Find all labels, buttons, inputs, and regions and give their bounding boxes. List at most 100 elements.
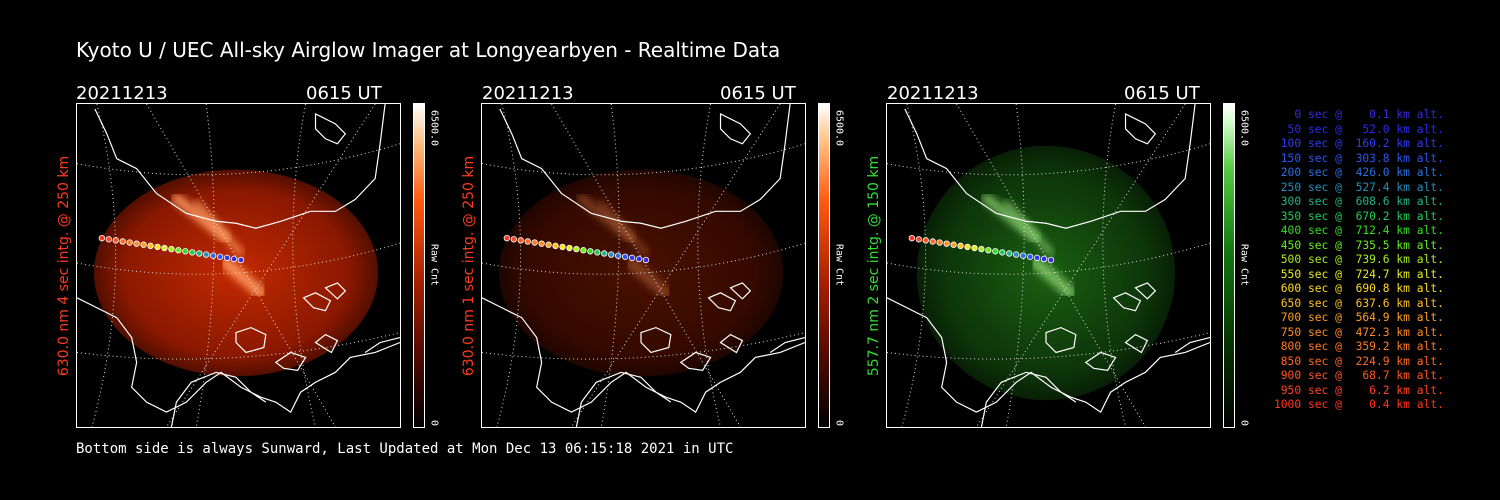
- trajectory-point: [196, 250, 203, 257]
- coastline: [94, 104, 386, 229]
- legend-entry: 300 sec @ 608.6 km alt.: [1273, 195, 1444, 208]
- panel-2-time: 0615 UT: [720, 83, 796, 104]
- trajectory-point: [126, 239, 133, 246]
- legend-entry: 800 sec @ 359.2 km alt.: [1273, 340, 1444, 353]
- trajectory-point: [580, 247, 587, 254]
- trajectory-point: [957, 242, 964, 250]
- trajectory-point: [98, 234, 106, 242]
- panel-1-cbar-min: 0: [428, 419, 440, 427]
- trajectory-point: [182, 248, 189, 255]
- trajectory-legend: 0 sec @ 0.1 km alt. 50 sec @ 52.0 km alt…: [1256, 108, 1444, 413]
- coastline: [1084, 351, 1117, 371]
- panel-3-date: 20211213: [887, 83, 979, 104]
- trajectory-point: [223, 254, 231, 262]
- legend-entry: 550 sec @ 724.7 km alt.: [1273, 267, 1444, 281]
- coastline: [499, 104, 791, 229]
- legend-entry: 950 sec @ 6.2 km alt.: [1273, 383, 1444, 397]
- panel-3-colorbar: [1223, 103, 1235, 428]
- trajectory-point: [587, 248, 594, 255]
- trajectory-point: [237, 256, 245, 264]
- trajectory-point: [936, 239, 943, 246]
- footer-note: Bottom side is always Sunward, Last Upda…: [76, 441, 734, 457]
- trajectory-point: [216, 253, 224, 260]
- coastline: [1174, 336, 1210, 353]
- legend-entry: 350 sec @ 670.2 km alt.: [1273, 209, 1444, 223]
- panel-1-image: [76, 103, 401, 428]
- page-title: Kyoto U / UEC All-sky Airglow Imager at …: [76, 38, 781, 62]
- trajectory-point: [1013, 251, 1020, 258]
- trajectory-point: [105, 236, 112, 243]
- coastline: [1112, 292, 1142, 312]
- legend-entry: 500 sec @ 739.6 km alt.: [1273, 253, 1444, 266]
- trajectory-point: [112, 237, 119, 244]
- trajectory-point: [971, 244, 978, 252]
- trajectory-point: [147, 242, 154, 250]
- trajectory-point: [922, 237, 929, 244]
- trajectory-point: [1026, 253, 1034, 260]
- trajectory-point: [538, 240, 545, 247]
- lat-lon-gridline: [901, 104, 927, 427]
- coastline: [1134, 282, 1157, 300]
- trajectory-point: [985, 247, 992, 254]
- trajectory-point: [1040, 255, 1048, 263]
- trajectory-point: [1019, 252, 1027, 259]
- trajectory-point: [908, 234, 916, 242]
- coastline: [640, 326, 672, 354]
- trajectory-point: [545, 241, 552, 248]
- trajectory-point: [929, 238, 936, 245]
- panel-2-cbar-max: 6500.0: [833, 109, 845, 147]
- panel-1-colorbar: [413, 103, 425, 428]
- legend-entry: 650 sec @ 637.6 km alt.: [1273, 296, 1444, 310]
- trajectory-point: [915, 236, 922, 243]
- panel-1-date: 20211213: [76, 83, 168, 104]
- panel-2-ylabel: 630.0 nm 1 sec intg. @ 250 km: [461, 155, 477, 377]
- panel-2-cbar-min: 0: [833, 419, 845, 427]
- coastline: [679, 351, 712, 371]
- trajectory-point: [978, 245, 985, 253]
- panel-1-cbar-unit: Raw Cnt: [428, 243, 440, 287]
- legend-entry: 100 sec @ 160.2 km alt.: [1273, 137, 1444, 150]
- aurora-streak: [625, 257, 672, 299]
- coastline: [1124, 112, 1157, 145]
- trajectory-point: [517, 237, 524, 244]
- lat-lon-gridline: [496, 104, 522, 427]
- panel-3-ylabel: 557.7 nm 2 sec intg. @ 150 km: [866, 155, 882, 377]
- legend-entry: 150 sec @ 303.8 km alt.: [1273, 151, 1444, 165]
- trajectory-point: [552, 242, 559, 250]
- panel-1-ylabel: 630.0 nm 4 sec intg. @ 250 km: [56, 155, 72, 377]
- lat-lon-gridline: [571, 104, 781, 427]
- lat-lon-gridline: [146, 104, 336, 427]
- lat-lon-gridline: [166, 104, 376, 427]
- coastline: [1124, 333, 1149, 354]
- trajectory-point: [628, 254, 636, 262]
- coastline: [904, 104, 1196, 229]
- panel-3-image: [886, 103, 1211, 428]
- trajectory-point: [964, 243, 971, 251]
- coastline: [769, 336, 805, 353]
- panel-2-date: 20211213: [482, 83, 574, 104]
- trajectory-point: [189, 249, 196, 256]
- trajectory-point: [566, 244, 573, 252]
- legend-entry: 0 sec @ 0.1 km alt.: [1273, 108, 1444, 121]
- aurora-streak: [1030, 257, 1077, 299]
- panel-2-cbar-unit: Raw Cnt: [833, 243, 845, 287]
- trajectory-point: [154, 243, 161, 251]
- lat-lon-gridline: [91, 104, 117, 427]
- coastline: [482, 297, 805, 413]
- trajectory-point: [168, 245, 175, 253]
- coastline: [235, 326, 267, 354]
- trajectory-point: [943, 240, 950, 247]
- coastline: [719, 333, 744, 354]
- trajectory-point: [573, 245, 580, 253]
- legend-entry: 450 sec @ 735.5 km alt.: [1273, 238, 1444, 252]
- trajectory-point: [140, 241, 147, 248]
- panel-3-cbar-min: 0: [1238, 419, 1250, 427]
- trajectory-point: [642, 256, 650, 264]
- trajectory-point: [531, 239, 538, 246]
- lat-lon-gridline: [976, 104, 1186, 427]
- trajectory-point: [203, 251, 210, 258]
- coastline: [324, 282, 347, 300]
- panel-2-colorbar: [818, 103, 830, 428]
- legend-entry: 50 sec @ 52.0 km alt.: [1273, 122, 1444, 136]
- trajectory-point: [119, 238, 126, 245]
